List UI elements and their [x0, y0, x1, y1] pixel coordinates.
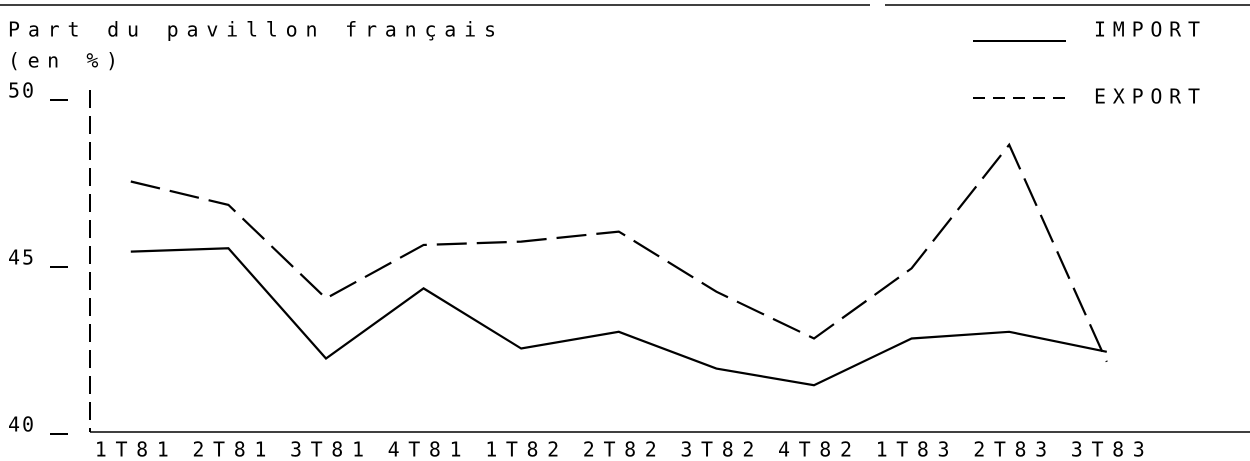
- x-tick-label: 2T83: [973, 438, 1047, 461]
- x-tick-label: 3T83: [1071, 438, 1145, 461]
- x-tick-label: 1T83: [876, 438, 950, 461]
- x-tick-label: 1T82: [485, 438, 559, 461]
- x-tick-label: 2T82: [583, 438, 657, 461]
- x-tick-label: 1T81: [95, 438, 169, 461]
- legend-label: IMPORT: [1094, 18, 1200, 42]
- chart-subtitle: (en %): [8, 49, 118, 73]
- x-tick-label: 2T81: [192, 438, 266, 461]
- chart-title: Part du pavillon français: [8, 18, 496, 42]
- x-tick-label: 4T82: [778, 438, 852, 461]
- y-tick-label: 45: [8, 246, 34, 270]
- x-tick-label: 4T81: [388, 438, 462, 461]
- x-tick-label: 3T82: [680, 438, 754, 461]
- legend-label: EXPORT: [1094, 85, 1200, 109]
- y-tick-label: 50: [8, 79, 34, 103]
- x-tick-label: 3T81: [290, 438, 364, 461]
- y-tick-label: 40: [8, 413, 34, 437]
- line-series: [130, 142, 1108, 363]
- line-series: [130, 247, 1108, 387]
